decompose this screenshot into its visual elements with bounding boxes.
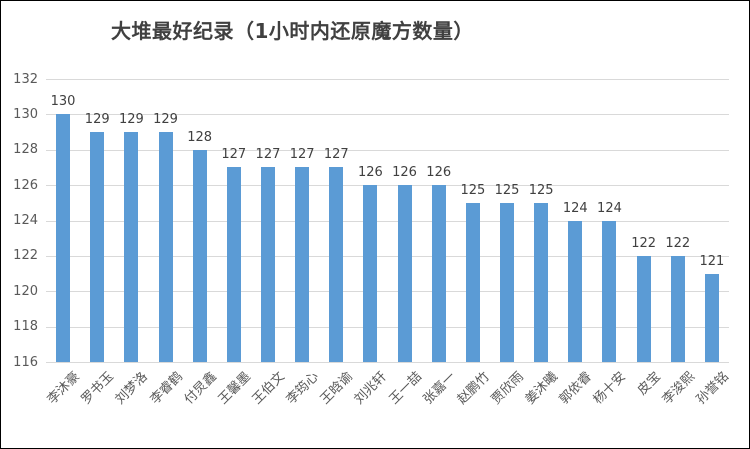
bar-value-label: 125 xyxy=(528,182,554,198)
y-gridline xyxy=(46,291,729,293)
y-axis-tick-label: 126 xyxy=(13,177,38,193)
bar xyxy=(56,114,71,362)
bar xyxy=(500,202,515,362)
bar xyxy=(670,255,685,362)
bar-value-label: 126 xyxy=(358,165,383,181)
bar-value-label: 122 xyxy=(665,235,691,251)
bar-value-label: 122 xyxy=(631,235,657,251)
bar xyxy=(158,132,173,362)
y-axis-tick-label: 116 xyxy=(13,354,38,370)
y-gridline xyxy=(46,114,729,116)
bar-value-label: 127 xyxy=(255,147,281,163)
bar xyxy=(431,185,446,362)
y-axis-tick-label: 124 xyxy=(13,213,38,228)
bar-value-label: 126 xyxy=(426,165,452,181)
bar-value-label: 129 xyxy=(84,112,110,128)
bar xyxy=(226,167,241,362)
y-axis-tick-label: 122 xyxy=(13,248,38,264)
bar xyxy=(363,185,378,362)
y-gridline xyxy=(46,149,729,151)
bar xyxy=(397,185,412,362)
bar-value-label: 130 xyxy=(50,94,76,110)
bar xyxy=(534,202,549,362)
bar-value-label: 128 xyxy=(187,129,213,145)
y-gridline xyxy=(46,220,729,222)
y-axis-tick-label: 130 xyxy=(13,106,38,122)
bar-value-label: 124 xyxy=(562,200,588,216)
bar-value-label: 125 xyxy=(460,182,486,198)
bar xyxy=(602,220,617,362)
y-axis-tick-label: 118 xyxy=(13,319,38,335)
y-axis-tick-label: 128 xyxy=(13,142,38,158)
bar xyxy=(90,132,105,362)
y-gridline xyxy=(46,326,729,328)
y-gridline xyxy=(46,362,729,363)
bar xyxy=(260,167,275,362)
y-gridline xyxy=(46,185,729,187)
y-axis-tick-label: 120 xyxy=(13,283,38,299)
bar-value-label: 127 xyxy=(221,147,247,163)
bar-value-label: 129 xyxy=(118,112,144,128)
bar xyxy=(568,220,583,362)
bar-value-label: 121 xyxy=(699,253,725,269)
bar xyxy=(329,167,344,362)
bar xyxy=(465,202,480,362)
bar-value-label: 126 xyxy=(392,165,417,181)
bar xyxy=(124,132,139,362)
y-gridline xyxy=(46,79,729,80)
bar-value-label: 127 xyxy=(289,147,315,163)
bar-value-label: 127 xyxy=(323,147,349,163)
chart-title: 大堆最好纪录（1小时内还原魔方数量） xyxy=(111,19,474,43)
bar xyxy=(636,255,651,362)
bar xyxy=(704,273,719,362)
bar-value-label: 129 xyxy=(153,112,178,128)
bar-value-label: 125 xyxy=(494,182,520,198)
bar xyxy=(295,167,310,362)
y-axis-tick-label: 132 xyxy=(13,71,38,87)
bar xyxy=(192,149,207,362)
y-gridline xyxy=(46,255,729,257)
bar-value-label: 124 xyxy=(597,200,622,216)
